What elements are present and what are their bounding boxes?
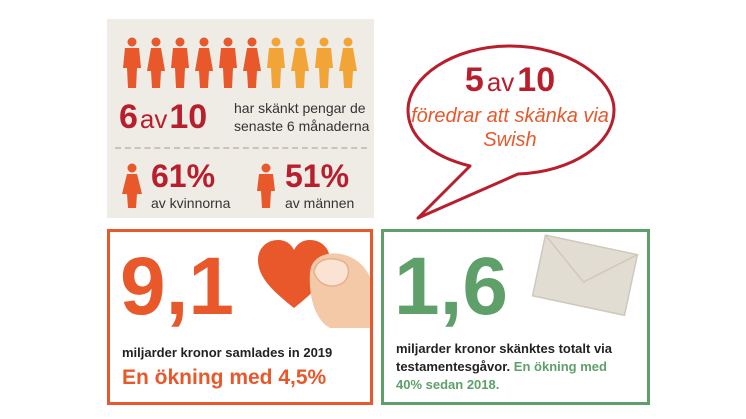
person-yellow-icon (291, 37, 309, 88)
collected-box: 9,1 miljarder kronor samlades in 2019 En… (107, 229, 373, 405)
collected-highlight: En ökning med 4,5% (122, 366, 327, 389)
person-orange-icon (219, 37, 237, 88)
bequest-highlight: En ökning med 40% sedan 2018. (396, 359, 607, 392)
men-stat: 51% av männen (255, 159, 370, 211)
swish-count: 5 (464, 61, 484, 99)
collected-number: 9,1 (120, 241, 234, 332)
collected-text: miljarder kronor samlades in 2019 (122, 345, 333, 360)
donor-stats-panel: 6av10 har skänkt pengar de senaste 6 mån… (107, 19, 374, 218)
women-stat: 61% av kvinnorna (121, 159, 241, 211)
donor-count: 6 (119, 98, 138, 136)
donor-total: 10 (169, 98, 208, 136)
women-label: av kvinnorna (151, 195, 231, 211)
people-row (122, 37, 362, 91)
person-yellow-icon (267, 37, 285, 88)
person-orange-icon (195, 37, 213, 88)
bequest-text: miljarder kronor skänktes totalt via tes… (396, 340, 636, 394)
person-orange-icon (123, 37, 141, 88)
person-yellow-icon (315, 37, 333, 88)
person-orange-icon (171, 37, 189, 88)
bequest-number: 1,6 (394, 241, 508, 332)
swish-speech-bubble: 5 av10 föredrar att skänka via Swish (400, 40, 620, 230)
men-percent: 51% (285, 158, 350, 194)
divider (115, 147, 367, 149)
man-icon (257, 163, 275, 208)
donor-ratio: 6av10 (119, 97, 207, 139)
person-orange-icon (243, 37, 261, 88)
donor-description: har skänkt pengar de senaste 6 månaderna (234, 100, 370, 134)
envelope-icon (531, 234, 639, 317)
swish-av: av (486, 67, 515, 97)
person-orange-icon (147, 37, 165, 88)
speech-bubble-icon (406, 44, 616, 220)
thumb-icon (309, 253, 370, 328)
swish-total: 10 (517, 61, 556, 99)
swish-text: föredrar att skänka via Swish (411, 105, 609, 151)
person-yellow-icon (339, 37, 357, 88)
swish-ratio: 5 av10 (400, 60, 620, 102)
donor-av: av (139, 104, 168, 134)
bequest-box: 1,6 miljarder kronor skänktes totalt via… (381, 229, 650, 405)
men-label: av männen (285, 195, 355, 211)
bequest-main-text: miljarder kronor skänktes totalt via tes… (396, 341, 613, 374)
woman-icon (122, 163, 142, 208)
women-percent: 61% (151, 158, 216, 194)
